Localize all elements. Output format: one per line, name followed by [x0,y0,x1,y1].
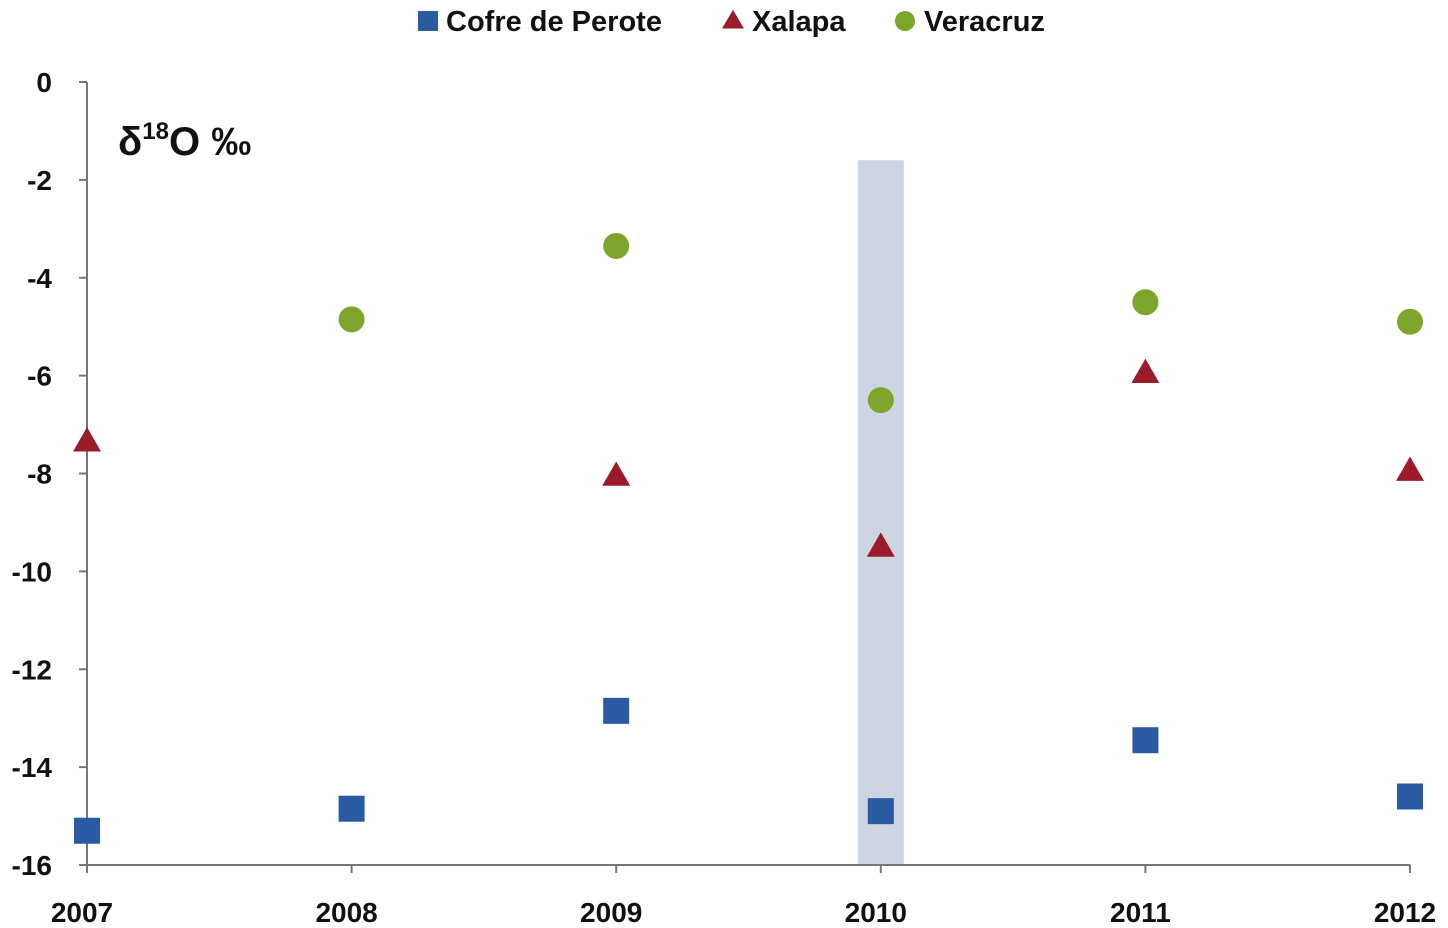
data-point-veracruz [603,232,630,259]
highlight-band [857,160,904,866]
data-point-xalapa [602,461,631,486]
x-tick-label: 2012 [1374,897,1436,928]
data-points [73,232,1424,844]
data-point-cofre-de-perote [1397,783,1423,810]
data-point-xalapa [1131,358,1160,384]
legend: Cofre de Perote Xalapa Veracruz [418,6,1045,38]
series-xalapa [73,358,1424,557]
highlight-band-layer [857,160,904,866]
x-tick-label: 2007 [51,897,113,928]
x-tick-label: 2008 [315,897,377,928]
y-tick-label: -12 [12,654,52,685]
y-tick-label: -8 [27,459,52,490]
series-cofre-de-perote [74,697,1423,844]
legend-label-veracruz: Veracruz [924,6,1045,38]
y-axis-label-prefix: δ [118,120,142,164]
data-point-cofre-de-perote [74,817,100,844]
legend-item-xalapa: Xalapa [722,6,846,38]
y-ticks: 0 -2 -4 -6 -8 -10 -12 -14 -16 [12,67,87,881]
x-ticks: 2007 2008 2009 2010 2011 2012 [51,865,1436,928]
data-point-cofre-de-perote [338,795,365,822]
data-point-cofre-de-perote [867,798,894,825]
x-tick-label: 2010 [845,897,907,928]
y-tick-label: -10 [12,556,52,587]
x-tick-label: 2009 [580,897,642,928]
y-tick-label: -2 [27,165,52,196]
y-tick-label: 0 [36,67,52,98]
data-point-cofre-de-perote [1132,727,1159,754]
data-point-xalapa [866,532,895,557]
legend-marker-cofre-de-perote [418,11,438,31]
data-point-veracruz [338,306,365,333]
x-tick-label: 2011 [1110,897,1171,928]
legend-marker-xalapa [722,9,744,29]
series-veracruz [338,232,1423,414]
legend-label-cofre-de-perote: Cofre de Perote [446,6,662,38]
y-axis-label-suffix: O ‰ [169,120,251,164]
data-point-veracruz [1397,308,1423,335]
data-point-xalapa [73,427,101,452]
y-axis-label-superscript: 18 [142,118,169,145]
legend-item-veracruz: Veracruz [895,6,1045,38]
y-tick-label: -4 [27,263,52,294]
data-point-xalapa [1396,456,1424,481]
y-tick-label: -14 [12,752,53,783]
legend-item-cofre-de-perote: Cofre de Perote [418,6,662,38]
legend-label-xalapa: Xalapa [752,6,846,38]
legend-marker-veracruz [895,11,915,31]
y-axis-label: δ18O ‰ [118,118,251,164]
data-point-veracruz [867,387,894,414]
axes [86,82,1410,866]
data-point-veracruz [1132,289,1159,316]
y-tick-label: -6 [27,361,52,392]
data-point-cofre-de-perote [603,697,630,724]
y-tick-label: -16 [12,850,52,881]
